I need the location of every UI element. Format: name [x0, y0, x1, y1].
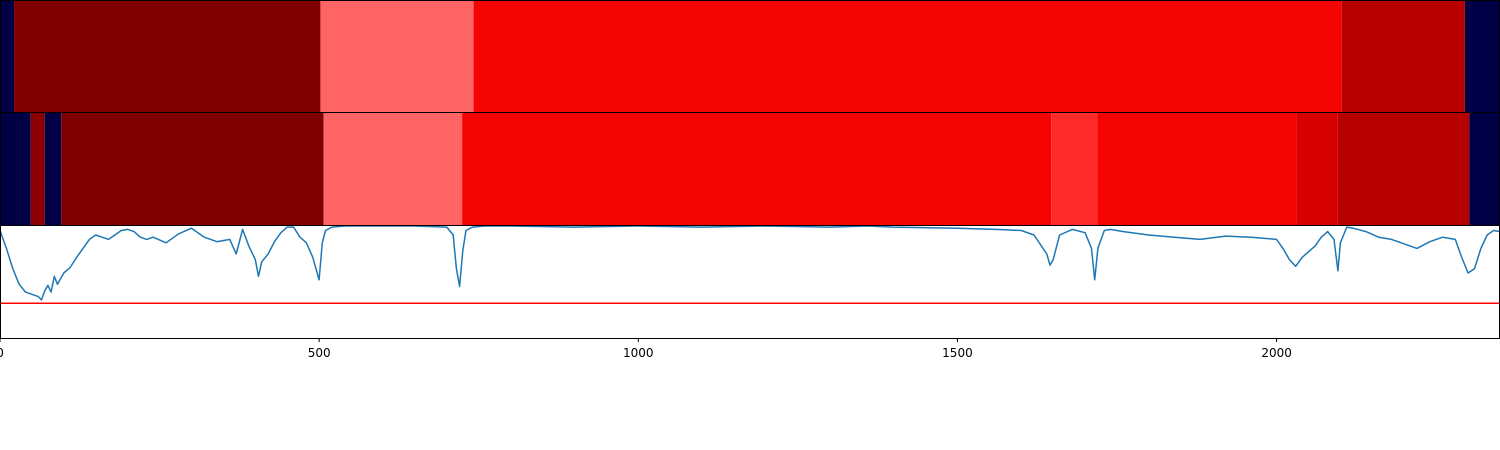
middle-heatmap-segment-10 — [1469, 113, 1500, 225]
x-tick-label: 1500 — [942, 346, 973, 360]
x-axis: 0 500 1000 1500 2000 — [0, 338, 1292, 360]
line-plot-background — [0, 226, 1500, 338]
top-heatmap-panel — [0, 1, 1500, 112]
x-tick-label: 2000 — [1261, 346, 1292, 360]
middle-heatmap-segment-2 — [44, 113, 62, 225]
middle-heatmap-segment-9 — [1337, 113, 1470, 225]
middle-heatmap-segment-3 — [61, 113, 324, 225]
series-line-0 — [0, 225, 1500, 301]
x-tick-label: 0 — [0, 346, 4, 360]
top-heatmap-segment-0 — [0, 1, 15, 112]
line-plot-panel — [0, 225, 1500, 338]
middle-heatmap-segment-1 — [30, 113, 45, 225]
middle-heatmap-panel — [0, 113, 1500, 225]
middle-heatmap-segment-4 — [323, 113, 463, 225]
middle-heatmap-segment-5 — [462, 113, 1052, 225]
top-heatmap-segment-2 — [320, 1, 474, 112]
top-heatmap-segment-3 — [473, 1, 1342, 112]
top-heatmap-segment-1 — [14, 1, 321, 112]
middle-heatmap-segment-7 — [1097, 113, 1297, 225]
top-heatmap-segment-5 — [1464, 1, 1500, 112]
middle-heatmap-segment-6 — [1051, 113, 1098, 225]
x-tick-label: 500 — [308, 346, 331, 360]
top-heatmap-segment-4 — [1341, 1, 1465, 112]
middle-heatmap-segment-0 — [0, 113, 31, 225]
middle-heatmap-segment-8 — [1296, 113, 1338, 225]
x-tick-label: 1000 — [623, 346, 654, 360]
